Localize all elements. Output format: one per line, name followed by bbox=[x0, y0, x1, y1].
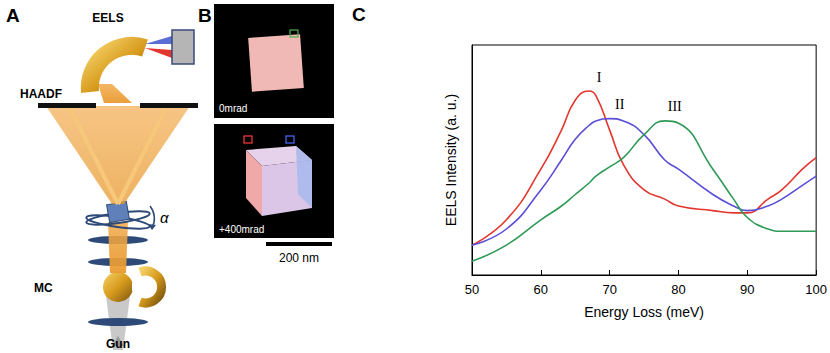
svg-text:60: 60 bbox=[534, 282, 548, 297]
svg-text:Energy Loss (meV): Energy Loss (meV) bbox=[584, 304, 704, 320]
svg-text:α: α bbox=[160, 209, 169, 226]
svg-text:+400mrad: +400mrad bbox=[219, 224, 264, 235]
svg-text:200 nm: 200 nm bbox=[279, 251, 319, 265]
svg-text:III: III bbox=[668, 99, 682, 114]
svg-text:I: I bbox=[597, 70, 602, 85]
svg-text:EELS: EELS bbox=[92, 11, 123, 25]
svg-text:50: 50 bbox=[465, 282, 479, 297]
svg-text:100: 100 bbox=[805, 282, 827, 297]
svg-text:A: A bbox=[6, 5, 20, 26]
svg-text:0mrad: 0mrad bbox=[219, 103, 247, 114]
html-text:C: C bbox=[352, 4, 366, 25]
svg-text:90: 90 bbox=[740, 282, 754, 297]
svg-text:II: II bbox=[615, 97, 625, 112]
svg-text:EELS Intensity (a. u.): EELS Intensity (a. u.) bbox=[443, 94, 459, 226]
svg-text:70: 70 bbox=[602, 282, 616, 297]
svg-text:Gun: Gun bbox=[106, 337, 130, 351]
svg-text:HAADF: HAADF bbox=[20, 87, 62, 101]
svg-text:MC: MC bbox=[34, 281, 53, 295]
svg-text:80: 80 bbox=[671, 282, 685, 297]
svg-text:B: B bbox=[198, 5, 212, 26]
